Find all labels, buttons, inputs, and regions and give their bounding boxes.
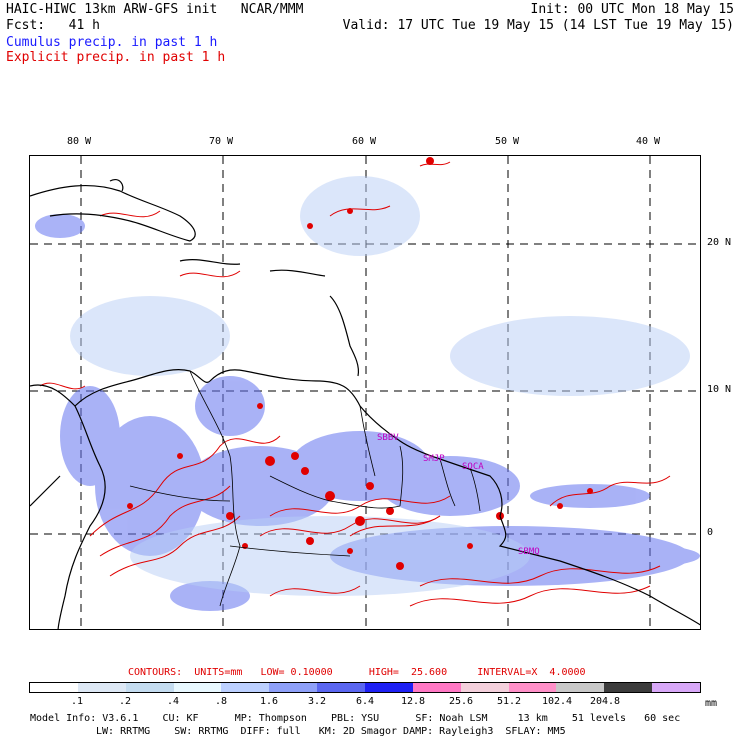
station-label: SOCA — [462, 462, 484, 472]
lon-label-70w: 70 W — [209, 136, 234, 147]
lon-label-40w: 40 W — [636, 136, 661, 147]
station-label: SMJP — [423, 454, 445, 464]
station-labels: SBBV SMJP SOCA SBMQ — [377, 433, 540, 557]
station-label: SBBV — [377, 433, 399, 443]
lon-label-50w: 50 W — [495, 136, 520, 147]
color-bar-unit: mm — [705, 698, 718, 709]
color-bar-segment — [317, 683, 366, 692]
header-valid-time: Valid: 17 UTC Tue 19 May 15 (14 LST Tue … — [342, 18, 734, 33]
color-bar-label: 1.6 — [259, 696, 279, 707]
color-bar-label: 6.4 — [355, 696, 375, 707]
color-bar-segment — [556, 683, 605, 692]
color-bar-segment — [652, 683, 701, 692]
footer-physics-info: LW: RRTMG SW: RRTMG DIFF: full KM: 2D Sm… — [96, 726, 566, 737]
explicit-precip-contours — [39, 161, 671, 607]
color-bar-label: 102.4 — [541, 696, 573, 707]
header-title: HAIC-HIWC 13km ARW-GFS init NCAR/MMM — [6, 2, 304, 17]
coastlines — [30, 179, 700, 629]
country-borders — [129, 370, 481, 607]
color-bar-label: 3.2 — [307, 696, 327, 707]
color-bar-label: .4 — [166, 696, 180, 707]
legend-explicit: Explicit precip. in past 1 h — [6, 50, 226, 65]
color-bar-label: 25.6 — [448, 696, 474, 707]
contours-info: CONTOURS: UNITS=mm LOW= 0.10000 HIGH= 25… — [128, 667, 586, 678]
color-bar-segment — [221, 683, 270, 692]
color-bar-segment — [460, 683, 509, 692]
map-canvas: SBBV SMJP SOCA SBMQ — [30, 156, 700, 629]
color-bar-segment — [508, 683, 557, 692]
lat-label-20n: 20 N — [707, 237, 732, 248]
explicit-precip-cells — [127, 157, 593, 570]
lon-label-80w: 80 W — [67, 136, 92, 147]
legend-cumulus: Cumulus precip. in past 1 h — [6, 35, 218, 50]
color-bar-label: .8 — [214, 696, 228, 707]
station-label: SBMQ — [518, 547, 540, 557]
color-bar-segment — [125, 683, 174, 692]
color-bar-segment — [604, 683, 653, 692]
header-forecast-hour: Fcst: 41 h — [6, 18, 100, 33]
color-bar-segment — [365, 683, 413, 692]
color-bar-segment — [173, 683, 222, 692]
color-bar-segment — [269, 683, 318, 692]
lat-label-0: 0 — [707, 527, 714, 538]
color-bar-label: .2 — [118, 696, 132, 707]
footer-model-info: Model Info: V3.6.1 CU: KF MP: Thompson P… — [30, 713, 681, 724]
precipitation-map: SBBV SMJP SOCA SBMQ — [29, 155, 701, 630]
lon-label-60w: 60 W — [352, 136, 377, 147]
color-bar-segment — [412, 683, 461, 692]
color-bar-label: 204.8 — [589, 696, 621, 707]
color-bar-labels: .1 .2 .4 .8 1.6 3.2 6.4 12.8 25.6 51.2 102.4 204.8 — [29, 696, 729, 708]
header-init-time: Init: 00 UTC Mon 18 May 15 — [530, 2, 735, 17]
color-bar-segment — [30, 683, 78, 692]
color-bar — [29, 682, 701, 693]
color-bar-segment — [77, 683, 126, 692]
color-bar-label: .1 — [70, 696, 84, 707]
color-bar-label: 12.8 — [400, 696, 426, 707]
lat-label-10n: 10 N — [707, 384, 732, 395]
color-bar-label: 51.2 — [496, 696, 522, 707]
